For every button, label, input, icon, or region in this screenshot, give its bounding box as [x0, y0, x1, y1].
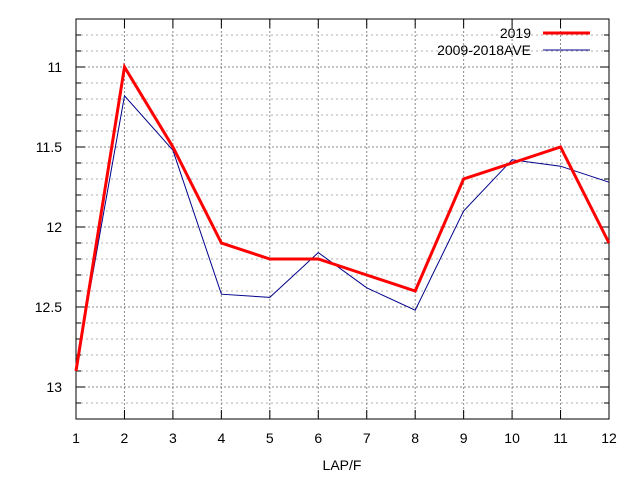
minor-grid	[76, 18, 609, 420]
series-line-average	[75, 94, 610, 368]
y-tick-label: 11.5	[36, 139, 62, 155]
y-tick-labels: 11 11.5 12 12.5 13	[35, 59, 62, 395]
x-tick-label: 6	[314, 430, 322, 446]
x-tick-label: 2	[121, 430, 129, 446]
legend-label: 2019	[500, 25, 531, 41]
major-grid	[76, 19, 609, 419]
series-line-2019	[74, 62, 611, 372]
y-tick-label: 12	[46, 219, 62, 235]
x-tick-label: 1	[72, 430, 80, 446]
x-tick-label: 8	[411, 430, 419, 446]
x-tick-label: 7	[363, 430, 371, 446]
legend-label: 2009-2018AVE	[437, 42, 531, 58]
y-tick-label: 12.5	[35, 299, 62, 315]
x-tick-labels: 1 2 3 4 5 6 7 8 9 10 11 12	[72, 430, 617, 446]
x-tick-label: 12	[601, 430, 617, 446]
plot-area-border	[75, 18, 610, 420]
y-tick-label: 13	[46, 379, 62, 395]
x-axis-title: LAP/F	[323, 457, 362, 473]
x-tick-label: 4	[217, 430, 225, 446]
x-tick-label: 10	[504, 430, 520, 446]
x-tick-label: 5	[266, 430, 274, 446]
y-tick-label: 11	[47, 59, 62, 75]
x-tick-label: 3	[169, 430, 177, 446]
x-tick-label: 11	[553, 430, 568, 446]
x-tick-label: 9	[460, 430, 468, 446]
axis-ticks	[75, 18, 610, 420]
series-lines	[74, 62, 611, 372]
